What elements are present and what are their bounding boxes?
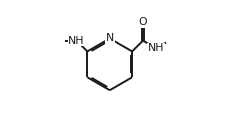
- Text: O: O: [138, 17, 147, 27]
- Text: NH: NH: [68, 36, 85, 46]
- Text: N: N: [106, 34, 114, 44]
- Text: NH: NH: [148, 43, 164, 53]
